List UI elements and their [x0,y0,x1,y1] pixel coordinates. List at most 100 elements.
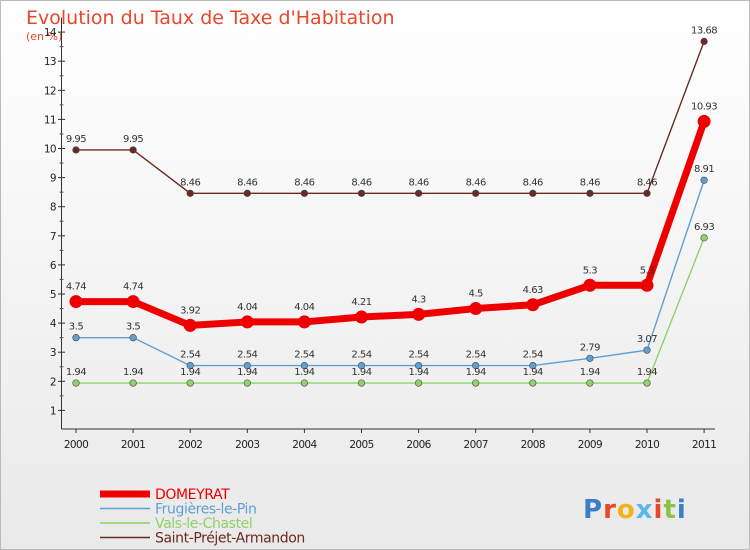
data-point [643,379,651,387]
data-label: 8.46 [180,177,200,188]
data-point [243,361,251,370]
data-point [69,295,83,309]
data-label: 4.04 [294,302,314,313]
data-label: 8.46 [237,177,257,188]
legend-label: Frugières-le-Pin [155,502,257,518]
data-label: 10.93 [691,101,717,112]
data-label: 8.46 [637,177,657,188]
data-point [469,302,483,316]
data-point [129,146,137,154]
chart-title: Evolution du Taux de Taxe d'Habitation [26,7,395,29]
data-label: 8.46 [466,177,486,188]
data-point [300,361,309,370]
chart-subtitle: (en %) [26,30,62,43]
x-tick-label: 2000 [64,439,88,451]
data-label: 1.94 [66,367,86,378]
legend-label: DOMEYRAT [155,487,230,503]
data-point [415,379,423,387]
brand-letter: P [583,495,603,525]
data-point [129,334,137,342]
y-tick-label: 11 [44,114,56,126]
data-point [297,315,311,329]
x-tick-label: 2002 [178,439,202,451]
data-label: 2.54 [466,350,486,361]
data-label: 2.54 [294,350,314,361]
x-tick-label: 2001 [121,439,145,451]
data-label: 4.74 [123,282,143,293]
brand-letter: r [603,495,617,525]
x-tick-label: 2005 [349,439,373,451]
data-label: 4.5 [468,289,483,300]
data-point [300,189,309,197]
y-tick-label: 5 [50,289,56,301]
data-point [583,278,597,292]
y-tick-label: 13 [44,56,56,68]
data-point [186,379,194,387]
y-tick-label: 1 [50,405,56,417]
x-tick-label: 2010 [635,439,659,451]
data-point [586,354,594,362]
data-label: 3.5 [126,322,141,333]
brand-letter: t [663,495,676,525]
x-tick-label: 2011 [692,439,716,451]
data-label: 1.94 [180,367,200,378]
data-label: 1.94 [294,367,314,378]
data-point [240,315,254,329]
data-point [183,318,197,332]
data-point [126,295,140,309]
data-label: 9.95 [66,134,86,145]
brand-letter: i [654,495,664,525]
data-point [415,189,423,197]
data-label: 4.04 [237,302,257,313]
data-label: 8.91 [694,164,714,175]
x-tick-label: 2007 [464,439,488,451]
data-label: 2.54 [408,350,428,361]
data-point [640,278,654,292]
data-label: 5.3 [583,265,598,276]
brand-letter: i [677,495,687,525]
data-point [586,379,594,387]
y-tick-label: 2 [50,376,56,388]
x-tick-label: 2004 [292,439,317,451]
y-tick-label: 12 [44,85,56,97]
data-label: 3.92 [180,305,200,316]
x-tick-label: 2008 [521,439,545,451]
data-point [300,379,309,387]
data-point [472,361,480,370]
y-tick-label: 4 [50,318,57,330]
series-line [76,41,705,195]
data-label: 1.94 [466,367,486,378]
data-label: 2.79 [580,342,600,353]
data-point [700,37,708,46]
data-point [697,114,711,128]
data-label: 1.94 [580,367,600,378]
series-layer [69,37,711,387]
data-label: 1.94 [351,367,371,378]
data-point [472,379,480,387]
data-label: 2.54 [351,350,371,361]
x-tick-label: 2003 [235,439,259,451]
legend-label: Saint-Préjet-Armandon [155,531,305,547]
data-point [243,379,251,387]
data-point [357,379,366,387]
data-point [357,361,366,370]
data-label: 2.54 [237,350,257,361]
data-label: 4.74 [66,282,86,293]
data-label: 8.46 [294,177,314,188]
data-label: 4.3 [411,294,426,305]
y-tick-label: 10 [44,144,56,156]
data-point [72,379,80,387]
data-label: 5.3 [640,265,655,276]
data-label: 8.46 [351,177,371,188]
data-point [355,310,368,324]
brand-letter: x [636,495,654,525]
data-label: 1.94 [523,367,543,378]
data-point [415,361,423,370]
data-point [586,189,594,197]
data-label: 8.46 [523,177,543,188]
data-label: 3.5 [69,322,84,333]
